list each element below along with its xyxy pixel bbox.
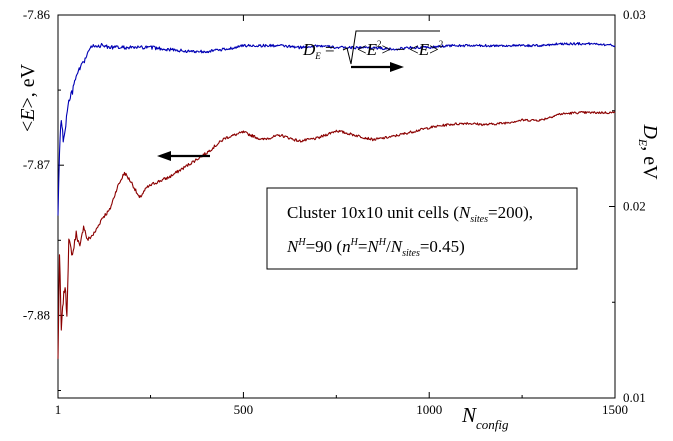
svg-text:DE =: DE = <box>302 40 335 61</box>
y-right-tick-label: 0.02 <box>623 199 646 214</box>
arrow-right-std <box>351 62 404 72</box>
y-left-axis-label: <E>, eV <box>17 63 39 132</box>
y-right-tick-label: 0.03 <box>623 7 646 22</box>
x-tick-label: 1000 <box>416 402 442 417</box>
x-tick-label: 1 <box>55 402 62 417</box>
series-line-std <box>57 42 616 216</box>
x-axis-label: Nconfig <box>461 403 509 432</box>
tick-labels: 1 500 1000 1500-7.86-7.87-7.880.030.020.01 <box>23 7 646 417</box>
x-tick-label: 1500 <box>602 402 628 417</box>
y-left-tick-label: -7.88 <box>23 307 50 322</box>
series-lines <box>57 42 616 359</box>
cluster-annotation-box: Cluster 10x10 unit cells (Nsites=200), N… <box>266 187 578 270</box>
y-left-tick-label: -7.87 <box>23 157 51 172</box>
y-left-tick-label: -7.86 <box>23 7 51 22</box>
y-right-tick-label: 0.01 <box>623 390 646 405</box>
arrow-left-energy <box>157 151 210 161</box>
series-line-energy <box>57 111 616 359</box>
x-tick-label: 500 <box>234 402 254 417</box>
std-formula: DE = <E2> − <E>2 <box>302 30 443 65</box>
y-right-axis-label: DE, eV <box>636 123 661 180</box>
svg-text:NH=90 (nH=NH/Nsites=0.45): NH=90 (nH=NH/Nsites=0.45) <box>286 237 465 259</box>
svg-text:Cluster 10x10 unit cells (Nsit: Cluster 10x10 unit cells (Nsites=200), <box>287 203 533 225</box>
svg-text:<E2> − <E>2: <E2> − <E>2 <box>357 39 443 59</box>
